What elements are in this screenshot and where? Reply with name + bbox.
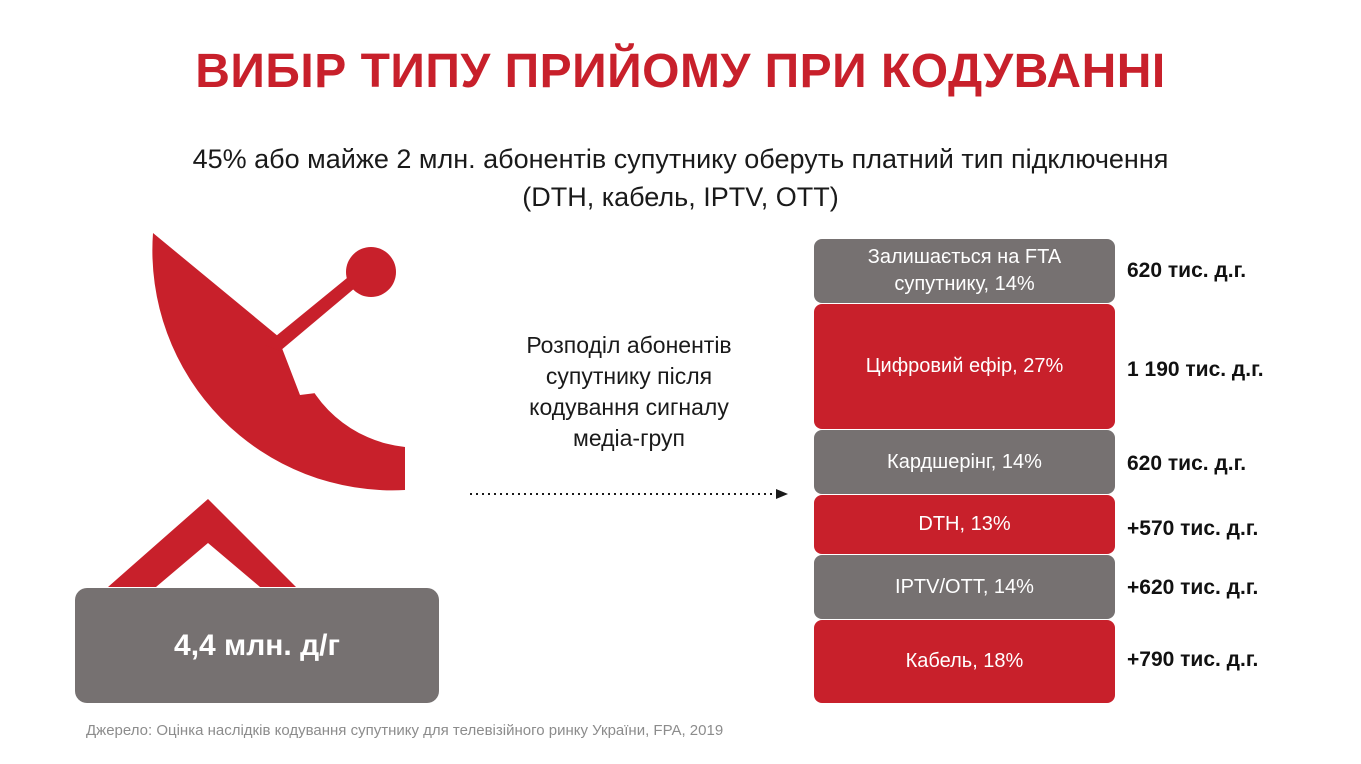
page-title: ВИБІР ТИПУ ПРИЙОМУ ПРИ КОДУВАННІ — [195, 45, 1166, 98]
segment-card-sharing: Кардшерінг, 14% — [814, 430, 1115, 494]
segment-value: +570 тис. д.г. — [1127, 517, 1259, 540]
subtitle: 45% або майже 2 млн. абонентів супутнику… — [60, 140, 1301, 216]
dish-feed-arm — [265, 269, 368, 351]
description-line-4: медіа-груп — [573, 425, 685, 451]
dish-bracket — [260, 285, 380, 395]
satellite-dish-icon — [108, 233, 405, 587]
segment-digital-terrestrial: Цифровий ефір, 27% — [814, 304, 1115, 429]
segment-label: DTH, 13% — [918, 513, 1011, 535]
segment-fta-satellite: Залишається на FTA супутнику, 14% — [814, 239, 1115, 303]
subtitle-line-2: (DTH, кабель, IPTV, OTT) — [522, 182, 839, 212]
segment-value: 1 190 тис. д.г. — [1127, 358, 1264, 381]
dish-stand — [108, 499, 296, 587]
dotted-arrow-right-icon — [470, 489, 788, 499]
segment-label-line-2: супутнику, 14% — [894, 273, 1035, 295]
dish-feed-knob — [346, 247, 396, 297]
segment-label: IPTV/OTT, 14% — [895, 575, 1034, 598]
segment-value: +790 тис. д.г. — [1127, 648, 1259, 671]
segment-label: Кардшерінг, 14% — [887, 450, 1042, 473]
description-line-2: супутнику після — [545, 363, 713, 389]
segment-cable: Кабель, 18% — [814, 620, 1115, 703]
segment-value: 620 тис. д.г. — [1127, 452, 1247, 475]
segment-label: Цифровий ефір, 27% — [865, 355, 1064, 377]
segment-label: Кабель, 18% — [905, 650, 1024, 672]
description-line-1: Розподіл абонентів — [526, 332, 732, 358]
total-households-box: 4,4 млн. д/г — [75, 588, 439, 703]
segment-value: +620 тис. д.г. — [1127, 576, 1259, 599]
subtitle-line-1: 45% або майже 2 млн. абонентів супутнику… — [192, 144, 1169, 174]
segment-iptv-ott: IPTV/OTT, 14% — [814, 555, 1115, 619]
segment-value: 620 тис. д.г. — [1127, 259, 1247, 282]
segment-dth: DTH, 13% — [814, 495, 1115, 554]
source-note: Джерело: Оцінка наслідків кодування супу… — [86, 722, 724, 739]
description-line-3: кодування сигналу — [529, 394, 729, 420]
segment-label: Залишається на FTA — [867, 246, 1062, 268]
dish-bowl — [152, 233, 405, 491]
distribution-description: Розподіл абонентів супутнику після кодув… — [480, 330, 778, 454]
